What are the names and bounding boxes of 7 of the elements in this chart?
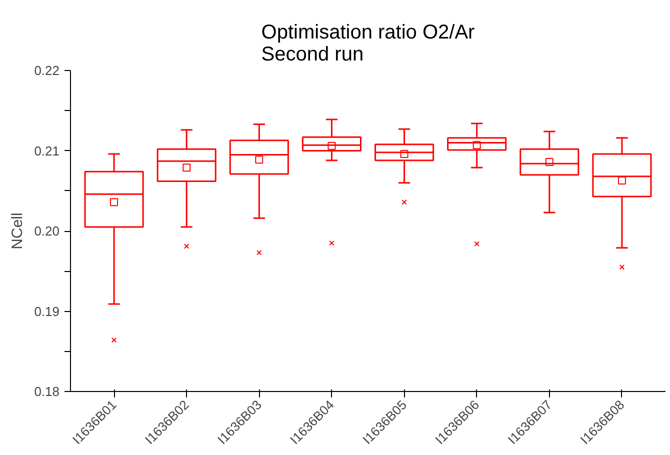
y-tick-label: 0.21 [34,143,60,158]
y-tick-label: 0.22 [34,63,60,78]
y-tick-label: 0.18 [34,384,60,399]
y-tick-label: 0.20 [34,224,60,238]
y-axis-title: NCell [9,212,26,250]
chart-title: Optimisation ratio O2/Ar Second run [261,22,476,66]
y-tick-label: 0.19 [34,304,60,319]
